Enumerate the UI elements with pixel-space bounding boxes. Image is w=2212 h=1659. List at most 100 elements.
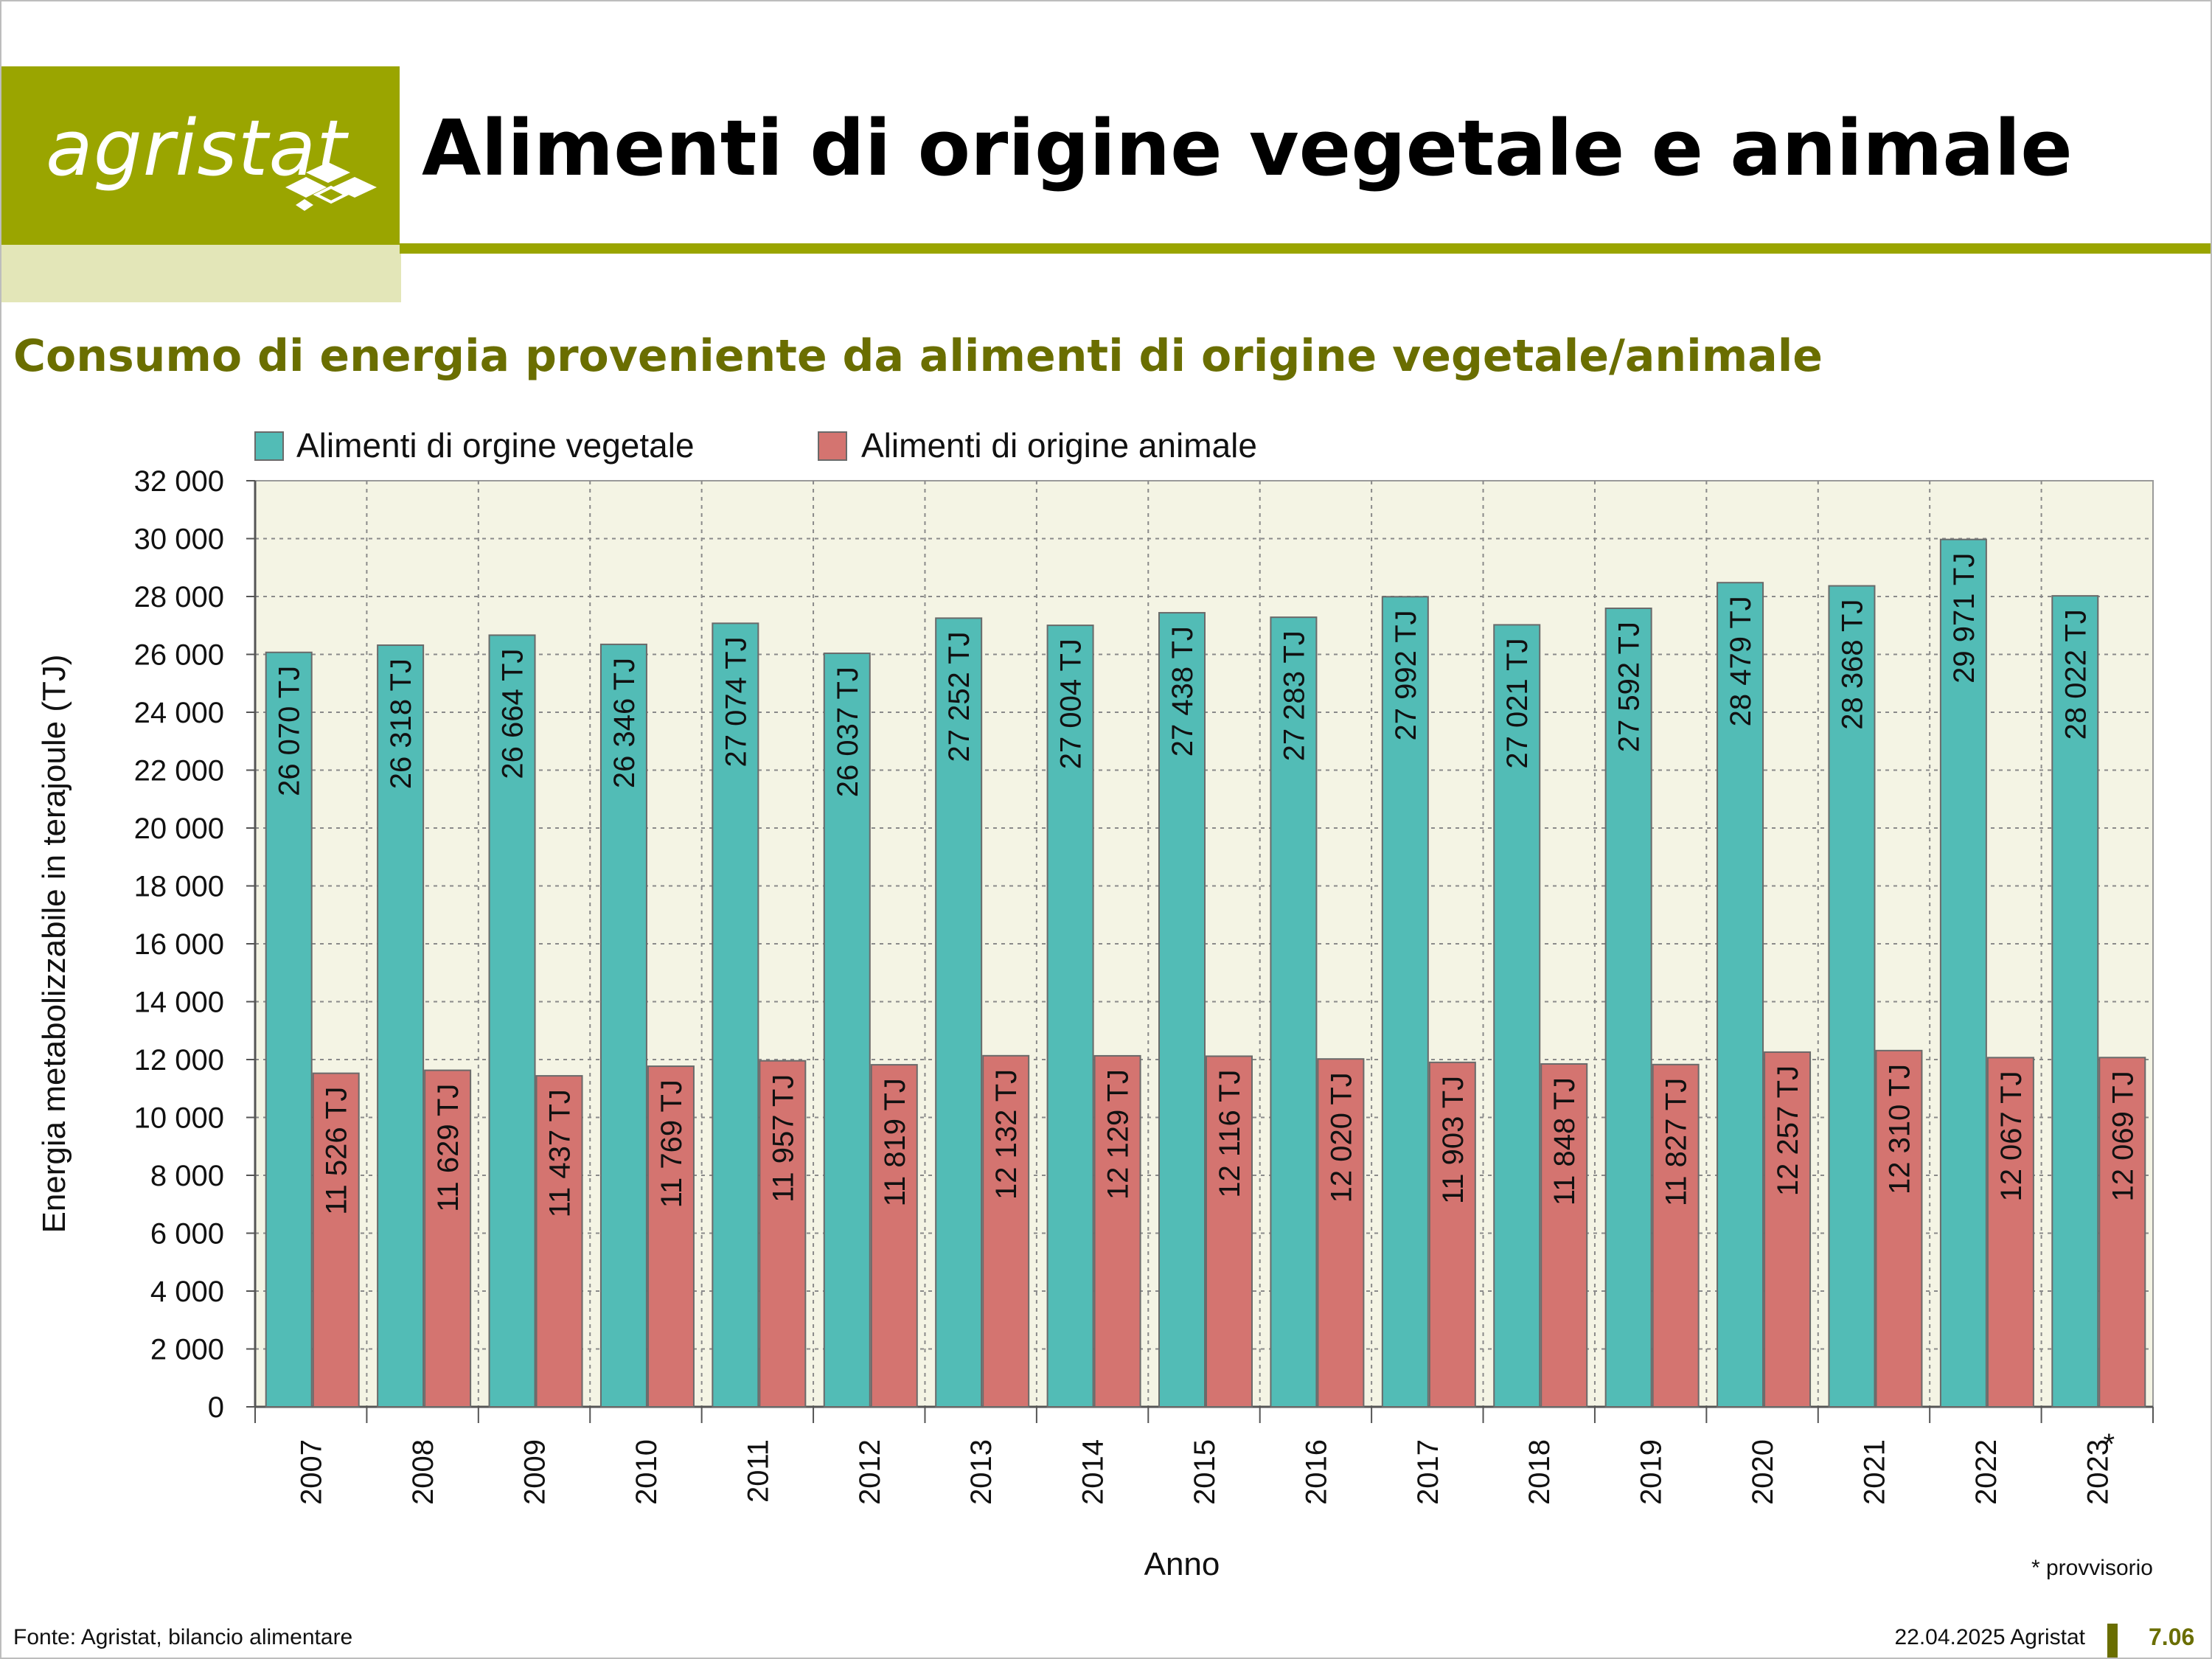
bar-vegetale-2011 [712,622,759,1408]
x-tick-label: 2013 [965,1439,998,1505]
x-tick-label: 2016 [1300,1439,1332,1505]
bar-vegetale-2019 [1604,608,1652,1408]
x-tick-label: 2012 [854,1439,886,1505]
x-tick-label: 2018 [1523,1439,1556,1505]
data-label: 27 004 TJ [1055,639,1088,769]
bar-animale-2023 [2098,1057,2146,1408]
data-label: 11 827 TJ [1660,1078,1693,1206]
footer-divider [2107,1624,2118,1658]
logo-shadow-band [1,245,401,302]
bar-vegetale-2017 [1381,596,1429,1408]
bar-vegetale-2022 [1939,538,1987,1408]
data-label: 11 957 TJ [767,1074,799,1203]
footer-source: Fonte: Agristat, bilancio alimentare [13,1625,353,1649]
data-label: 12 067 TJ [1995,1071,2028,1201]
data-label: 12 129 TJ [1102,1069,1135,1200]
agristat-logo [1,66,400,245]
data-label: 26 664 TJ [497,648,529,779]
bar-animale-2012 [870,1064,918,1408]
data-label: 27 021 TJ [1501,638,1534,768]
x-tick-label: 2023 [2081,1439,2114,1505]
bar-animale-2022 [1986,1057,2034,1408]
data-label: 29 971 TJ [1948,553,1980,684]
data-label: 11 437 TJ [544,1089,577,1217]
bar-animale-2019 [1652,1063,1700,1408]
y-tick-label: 6 000 [150,1218,224,1251]
legend-label: Alimenti di origine animale [861,426,1257,465]
data-label: 27 283 TJ [1278,630,1310,761]
legend-label: Alimenti di orgine vegetale [296,426,695,465]
bar-animale-2013 [982,1054,1030,1408]
bar-vegetale-2010 [599,643,647,1408]
data-label: 26 318 TJ [385,658,417,789]
header-rule [400,243,2211,254]
bar-vegetale-2007 [265,651,313,1408]
data-label: 27 438 TJ [1166,626,1199,757]
data-label: 27 992 TJ [1390,610,1422,740]
data-label: 11 526 TJ [321,1087,353,1215]
bar-vegetale-2023 [2051,595,2099,1408]
x-axis-title: Anno [1144,1546,1220,1582]
x-tick-label: 2007 [296,1439,328,1505]
data-label: 26 037 TJ [832,667,864,797]
x-tick-label: 2017 [1412,1439,1444,1505]
x-tick-label: 2021 [1858,1439,1891,1505]
bar-animale-2007 [312,1072,360,1408]
data-label: 11 769 TJ [655,1079,688,1208]
bar-animale-2017 [1428,1061,1476,1408]
x-tick-label: 2022 [1970,1439,2003,1505]
bar-vegetale-2009 [488,634,536,1408]
footer-date: 22.04.2025 Agristat [1894,1625,2085,1649]
y-tick-label: 2 000 [150,1334,224,1366]
y-tick-label: 30 000 [134,524,224,556]
provisional-note: * provvisorio [2031,1556,2153,1580]
x-tick-label: 2010 [630,1439,663,1505]
y-tick-label: 8 000 [150,1160,224,1192]
x-tick-label: 2009 [519,1439,552,1505]
bar-vegetale-2008 [377,644,425,1408]
bar-animale-2009 [535,1075,583,1408]
bar-animale-2008 [424,1069,472,1408]
data-label: 12 116 TJ [1214,1069,1246,1197]
y-tick-label: 18 000 [134,871,224,903]
x-tick-label: 2008 [407,1439,439,1505]
y-tick-label: 24 000 [134,697,224,729]
y-tick-label: 22 000 [134,755,224,787]
data-label: 12 310 TJ [1883,1064,1916,1194]
page-number: 7.06 [2149,1624,2195,1650]
y-tick-label: 12 000 [134,1044,224,1077]
data-label: 11 629 TJ [432,1084,465,1212]
legend-swatch [818,431,847,461]
bar-animale-2015 [1206,1055,1253,1408]
data-label: 28 022 TJ [2059,609,2092,740]
x-tick-label: 2019 [1635,1439,1668,1505]
y-tick-label: 28 000 [134,581,224,613]
logo-diamond-icon [285,162,377,211]
y-tick-label: 20 000 [134,813,224,845]
y-axis-title: Energia metabolizzabile in terajoule (TJ… [36,654,72,1233]
provisional-marker: * [2104,1428,2115,1461]
data-label: 12 020 TJ [1325,1072,1357,1203]
data-label: 27 592 TJ [1613,622,1646,752]
bar-vegetale-2015 [1158,612,1206,1408]
y-tick-label: 0 [208,1391,224,1424]
data-label: 12 257 TJ [1772,1065,1804,1196]
bar-vegetale-2014 [1046,625,1094,1408]
bar-animale-2014 [1093,1054,1141,1408]
data-label: 12 069 TJ [2107,1071,2139,1201]
bar-vegetale-2013 [935,617,983,1408]
y-tick-label: 32 000 [134,465,224,498]
bar-animale-2016 [1317,1058,1365,1408]
bar-animale-2011 [759,1060,807,1408]
data-label: 27 252 TJ [943,631,975,762]
bar-vegetale-2021 [1828,585,1876,1408]
x-tick-label: 2011 [742,1439,774,1503]
data-label: 11 848 TJ [1548,1077,1581,1206]
y-tick-label: 16 000 [134,928,224,961]
page-title: Alimenti di origine vegetale e animale [422,103,2073,193]
bar-vegetale-2020 [1717,582,1764,1408]
data-label: 27 074 TJ [720,636,752,767]
data-label: 26 346 TJ [608,658,641,788]
bar-animale-2018 [1540,1062,1588,1408]
